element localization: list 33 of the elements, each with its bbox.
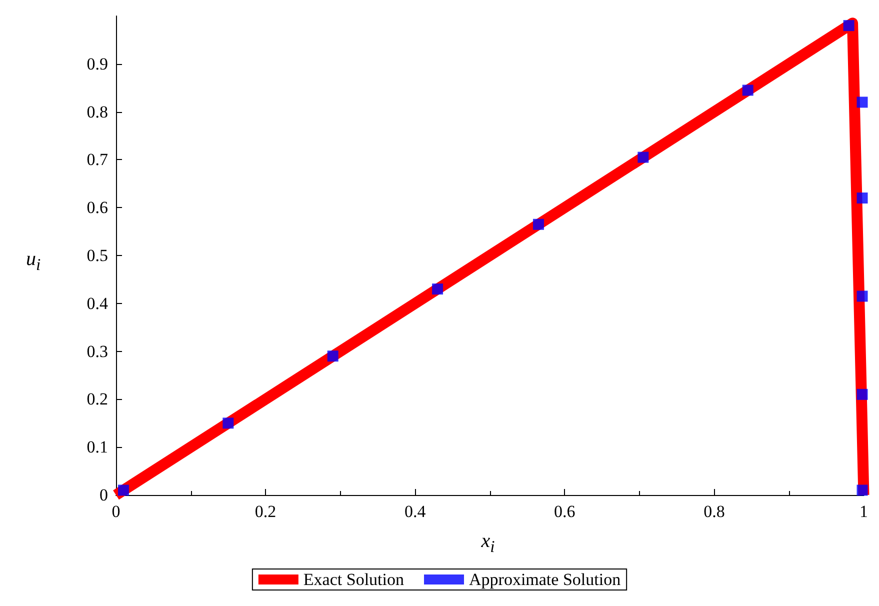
point — [856, 192, 868, 204]
y-tick-label: 0.4 — [86, 294, 108, 313]
x-tick-label: 0.4 — [404, 502, 426, 521]
point — [856, 388, 868, 400]
point — [638, 152, 649, 163]
legend-label: Exact Solution — [303, 570, 404, 589]
point — [118, 484, 129, 496]
point — [432, 284, 444, 295]
point — [856, 290, 868, 302]
y-tick-label: 0.3 — [86, 342, 108, 361]
point — [856, 96, 868, 108]
x-tick-label: 0.2 — [254, 502, 276, 521]
y-tick-label: 0 — [100, 486, 108, 504]
x-tick-label: 0.6 — [554, 502, 576, 521]
point — [742, 84, 754, 96]
y-tick-label: 0.6 — [86, 198, 108, 218]
y-tick-label: 0.1 — [86, 438, 108, 457]
y-tick-label: 0.9 — [86, 54, 108, 74]
x-axis-title: x$_{i}$ — [481, 530, 495, 557]
legend-label: Approximate Solution — [469, 570, 622, 589]
point — [222, 418, 234, 429]
point — [843, 20, 854, 32]
y-tick-label: 0.5 — [86, 246, 108, 265]
y-tick-label: 0.8 — [86, 102, 108, 122]
point — [532, 218, 544, 230]
point — [327, 350, 338, 362]
x-tick-label: 0 — [112, 502, 120, 521]
point — [856, 484, 868, 496]
x-tick-label: 1 — [860, 502, 868, 521]
y-axis-title: u$_{i}$ — [26, 248, 41, 275]
y-tick-label: 0.2 — [86, 390, 108, 409]
y-tick-label: 0.7 — [86, 150, 108, 170]
x-tick-label: 0.8 — [704, 502, 725, 521]
